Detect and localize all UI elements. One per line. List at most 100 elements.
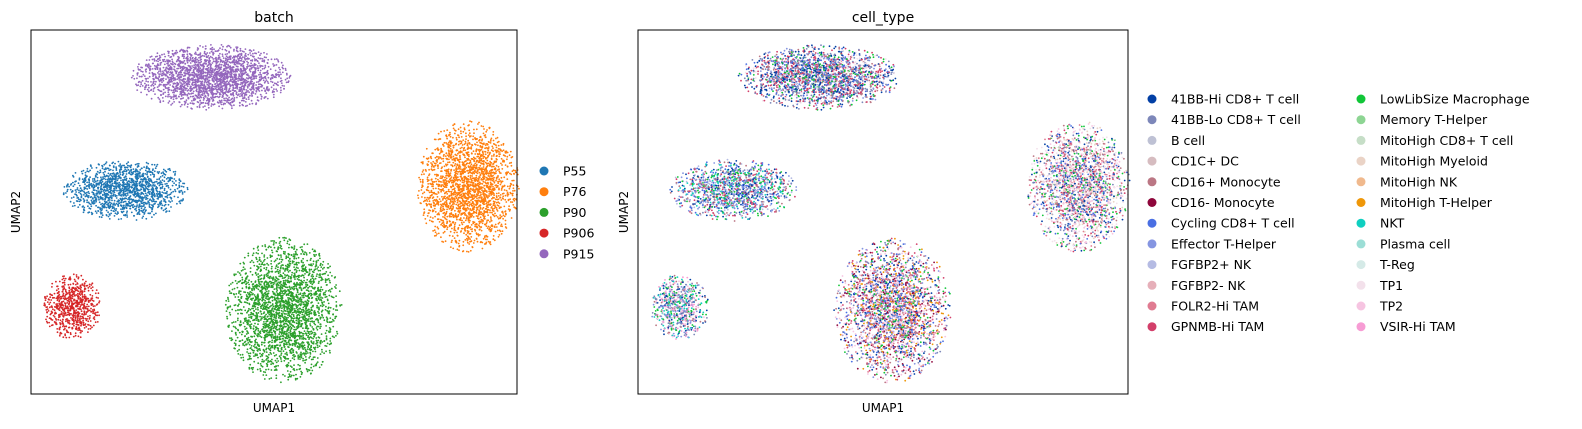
point [183,72,186,74]
point [156,163,159,166]
point [251,59,254,61]
point [152,168,154,171]
point [102,183,105,186]
point [466,250,468,253]
point [149,212,151,215]
point [474,162,477,165]
point [127,197,130,199]
point [157,172,160,175]
point [141,217,144,219]
point [214,83,216,85]
point [447,161,449,164]
point [229,46,232,49]
point [450,186,453,189]
point [107,194,110,196]
point [146,188,149,191]
point [69,188,72,191]
point [218,93,221,96]
point [205,108,208,111]
point [135,188,138,191]
point [207,80,210,82]
point [209,89,212,91]
point [222,57,225,59]
point [125,169,128,172]
point [89,196,92,199]
point [209,65,212,68]
point [458,196,461,199]
point [277,59,279,61]
point [253,82,256,84]
point [446,221,449,224]
point [147,212,150,215]
point [162,83,165,86]
point [275,88,278,91]
point [127,161,130,164]
point [95,172,98,175]
point [280,89,282,92]
point [199,61,201,64]
point [210,97,213,100]
point [453,225,456,228]
point [261,60,264,62]
point [442,157,445,160]
point [129,165,132,167]
point [215,92,218,95]
point [162,88,165,91]
point [182,54,184,56]
point [141,202,144,205]
point [214,87,217,90]
point [434,225,437,228]
point [171,102,174,105]
point [184,78,187,80]
point [211,56,214,59]
point [464,219,467,222]
point [172,89,175,92]
point [116,173,119,175]
point [124,175,127,178]
point [157,198,160,200]
point [99,197,102,200]
point [203,59,206,62]
point [235,69,237,72]
point [464,239,467,241]
point [196,58,199,61]
point [145,59,148,61]
point [146,165,148,168]
point [191,108,193,110]
point [453,169,455,172]
point [116,189,118,192]
point [442,216,444,218]
point [240,59,243,62]
point [218,56,221,59]
point [108,218,111,220]
point [184,63,187,65]
point [126,216,129,218]
point [154,93,156,95]
point [257,83,260,86]
point [222,72,224,75]
point [209,68,212,71]
point [140,178,143,181]
point [109,203,112,206]
point [493,194,495,197]
point [78,189,80,192]
point [280,61,283,64]
point [203,97,206,100]
point [422,169,425,172]
point [449,230,452,233]
point [126,185,129,188]
point [446,226,449,229]
point [259,78,262,81]
point [211,62,214,64]
point [433,229,436,232]
point [94,175,97,178]
point [244,52,247,55]
point [189,95,192,98]
point [437,167,439,170]
point [495,179,497,182]
point [204,96,207,98]
point [183,49,186,52]
point [89,203,92,206]
point [132,189,134,192]
point [102,176,104,179]
